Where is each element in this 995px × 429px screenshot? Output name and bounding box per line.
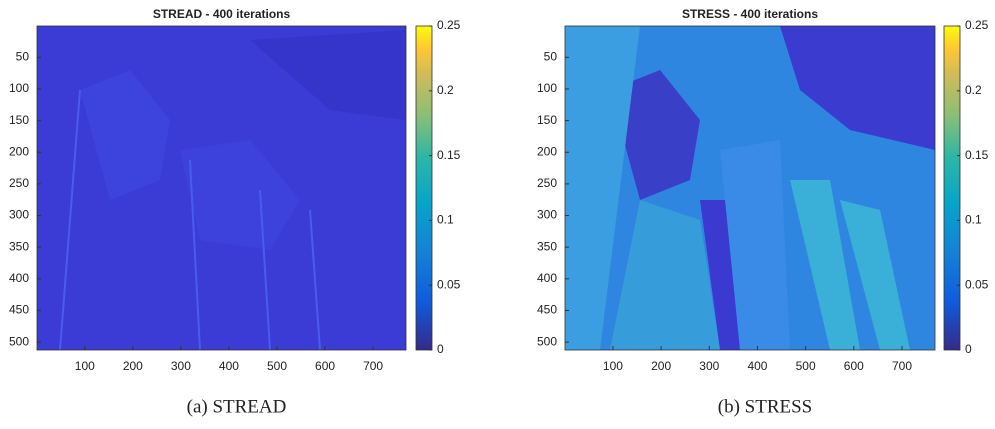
x-tick-label: 500 xyxy=(267,359,287,373)
colorbar-tick-label: 0.1 xyxy=(965,213,982,227)
x-tick-label: 700 xyxy=(363,359,383,373)
y-tick-label: 350 xyxy=(537,239,557,253)
caption: (a) STREAD xyxy=(187,396,287,417)
y-tick-label: 500 xyxy=(537,334,557,348)
y-tick-label: 250 xyxy=(537,176,557,190)
y-tick-label: 400 xyxy=(9,271,29,285)
x-tick-label: 600 xyxy=(315,359,335,373)
axes-box xyxy=(36,25,407,351)
x-tick-label: 400 xyxy=(219,359,239,373)
y-tick-label: 300 xyxy=(9,208,29,222)
y-tick-label: 200 xyxy=(537,144,557,158)
colorbar-tick-label: 0.2 xyxy=(965,83,982,97)
colorbar xyxy=(943,25,961,351)
y-tick-label: 500 xyxy=(9,334,29,348)
colorbar-tick-label: 0.15 xyxy=(437,148,461,162)
y-tick-label: 200 xyxy=(9,144,29,158)
x-tick-label: 100 xyxy=(603,359,623,373)
heatmap-image xyxy=(565,26,935,350)
colorbar-tick-label: 0.25 xyxy=(437,18,461,32)
colorbar-tick-label: 0.15 xyxy=(965,148,989,162)
colorbar-tick-label: 0.05 xyxy=(965,277,989,291)
y-tick-label: 150 xyxy=(9,113,29,127)
y-tick-label: 300 xyxy=(537,208,557,222)
axes-box xyxy=(564,25,936,351)
x-tick-label: 300 xyxy=(699,359,719,373)
x-tick-label: 300 xyxy=(171,359,191,373)
y-tick-label: 450 xyxy=(537,303,557,317)
colorbar-tick-label: 0 xyxy=(437,342,444,356)
chart-title: STREAD - 400 iterations xyxy=(153,7,291,21)
x-tick-label: 200 xyxy=(123,359,143,373)
y-tick-label: 50 xyxy=(16,49,30,63)
y-tick-label: 450 xyxy=(9,303,29,317)
y-tick-label: 400 xyxy=(537,271,557,285)
y-tick-label: 250 xyxy=(9,176,29,190)
y-tick-label: 100 xyxy=(537,81,557,95)
y-tick-label: 100 xyxy=(9,81,29,95)
y-tick-label: 350 xyxy=(9,239,29,253)
colorbar-tick-label: 0.05 xyxy=(437,277,461,291)
colorbar-tick-label: 0.25 xyxy=(965,18,989,32)
x-tick-label: 600 xyxy=(844,359,864,373)
colorbar-tick-label: 0.1 xyxy=(437,213,454,227)
x-tick-label: 200 xyxy=(651,359,671,373)
x-tick-label: 400 xyxy=(747,359,767,373)
caption: (b) STRESS xyxy=(718,396,813,417)
y-tick-label: 150 xyxy=(537,113,557,127)
colorbar-tick-label: 0 xyxy=(965,342,972,356)
chart-title: STRESS - 400 iterations xyxy=(682,7,818,21)
heatmap-image xyxy=(37,26,406,350)
y-tick-label: 50 xyxy=(544,49,558,63)
colorbar-tick-label: 0.2 xyxy=(437,83,454,97)
x-tick-label: 100 xyxy=(75,359,95,373)
x-tick-label: 500 xyxy=(796,359,816,373)
x-tick-label: 700 xyxy=(892,359,912,373)
colorbar xyxy=(415,25,433,351)
